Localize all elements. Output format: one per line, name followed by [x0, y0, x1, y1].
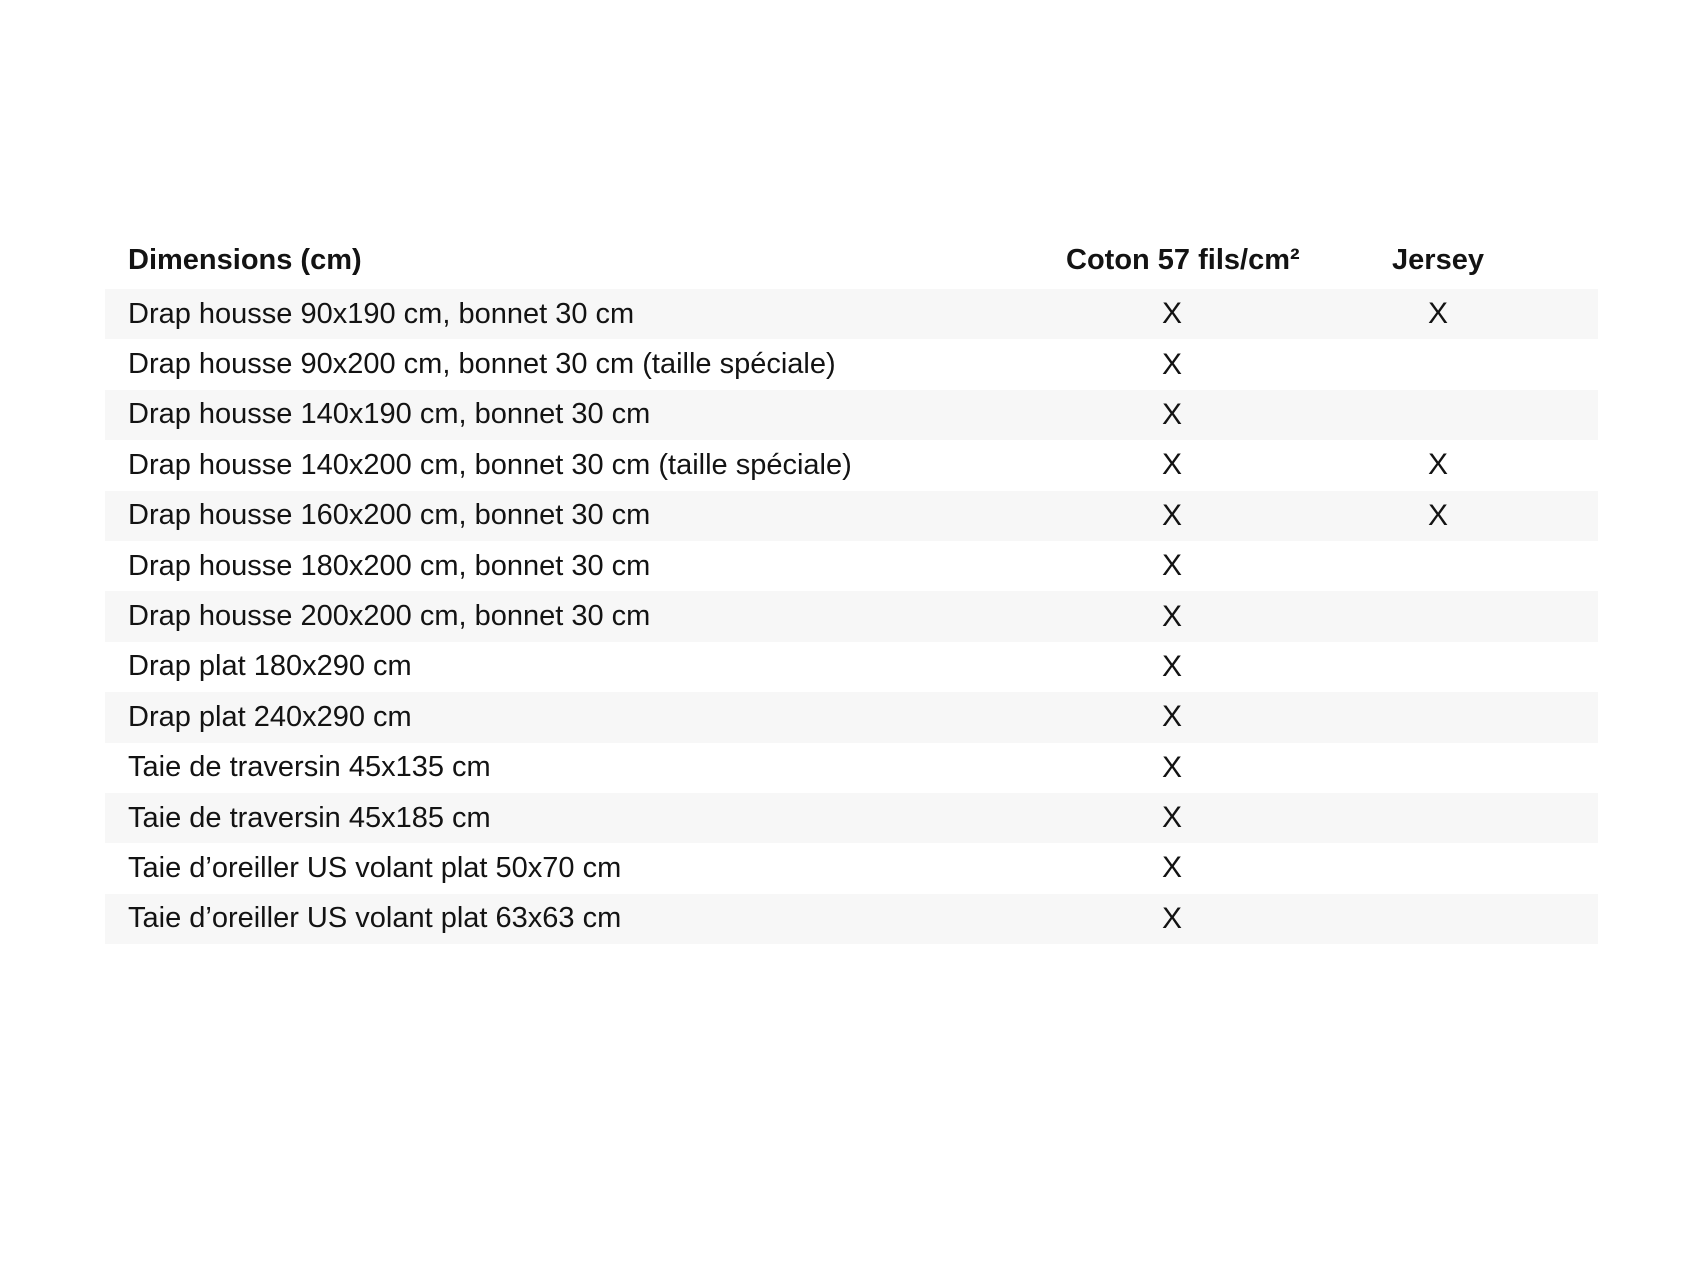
table-row: Taie de traversin 45x135 cm X [105, 743, 1598, 793]
row-dimension: Drap housse 160x200 cm, bonnet 30 cm [128, 499, 651, 532]
table-row: Taie d’oreiller US volant plat 50x70 cm … [105, 843, 1598, 893]
coton-mark: X [1161, 700, 1182, 734]
table-row: Drap housse 90x200 cm, bonnet 30 cm (tai… [105, 339, 1598, 389]
coton-mark: X [1161, 448, 1182, 482]
row-dimension: Taie d’oreiller US volant plat 63x63 cm [128, 902, 622, 935]
table-row: Drap housse 180x200 cm, bonnet 30 cm X [105, 541, 1598, 591]
coton-mark: X [1161, 901, 1182, 935]
row-dimension: Drap housse 180x200 cm, bonnet 30 cm [128, 549, 651, 582]
table-row: Drap housse 90x190 cm, bonnet 30 cm X X [105, 289, 1598, 340]
table-row: Drap housse 200x200 cm, bonnet 30 cm X [105, 591, 1598, 642]
row-dimension: Drap housse 140x190 cm, bonnet 30 cm [128, 398, 651, 431]
coton-mark: X [1161, 347, 1182, 381]
table-row: Drap housse 140x190 cm, bonnet 30 cm X [105, 389, 1598, 441]
coton-mark: X [1161, 649, 1182, 683]
coton-mark: X [1161, 750, 1182, 784]
table-body: Drap housse 90x190 cm, bonnet 30 cm X X … [105, 289, 1598, 945]
column-header-coton: Coton 57 fils/cm² [1066, 243, 1300, 276]
table-row: Drap housse 160x200 cm, bonnet 30 cm X X [105, 490, 1598, 541]
row-dimension: Taie de traversin 45x135 cm [128, 751, 491, 784]
column-header-dimensions: Dimensions (cm) [128, 243, 362, 276]
size-comparison-table: Dimensions (cm) Coton 57 fils/cm² Jersey… [105, 231, 1598, 945]
row-dimension: Drap housse 200x200 cm, bonnet 30 cm [128, 600, 651, 633]
table-row: Taie d’oreiller US volant plat 63x63 cm … [105, 893, 1598, 945]
row-dimension: Drap housse 140x200 cm, bonnet 30 cm (ta… [128, 448, 852, 481]
row-dimension: Drap plat 180x290 cm [128, 650, 412, 683]
row-dimension: Taie d’oreiller US volant plat 50x70 cm [128, 851, 622, 884]
coton-mark: X [1161, 397, 1182, 431]
coton-mark: X [1161, 549, 1182, 583]
row-dimension: Taie de traversin 45x185 cm [128, 801, 491, 834]
coton-mark: X [1161, 297, 1182, 331]
coton-mark: X [1161, 498, 1182, 532]
column-header-jersey: Jersey [1392, 243, 1484, 276]
jersey-mark: X [1427, 498, 1448, 532]
table-row: Drap plat 180x290 cm X [105, 642, 1598, 692]
table-row: Taie de traversin 45x185 cm X [105, 792, 1598, 844]
jersey-mark: X [1427, 297, 1448, 331]
row-dimension: Drap plat 240x290 cm [128, 700, 412, 733]
jersey-mark: X [1427, 448, 1448, 482]
row-dimension: Drap housse 90x200 cm, bonnet 30 cm (tai… [128, 348, 836, 381]
coton-mark: X [1161, 801, 1182, 835]
row-dimension: Drap housse 90x190 cm, bonnet 30 cm [128, 297, 635, 330]
coton-mark: X [1161, 599, 1182, 633]
table-header-row: Dimensions (cm) Coton 57 fils/cm² Jersey [105, 231, 1598, 289]
table-row: Drap housse 140x200 cm, bonnet 30 cm (ta… [105, 440, 1598, 490]
table-row: Drap plat 240x290 cm X [105, 692, 1598, 743]
coton-mark: X [1161, 851, 1182, 885]
